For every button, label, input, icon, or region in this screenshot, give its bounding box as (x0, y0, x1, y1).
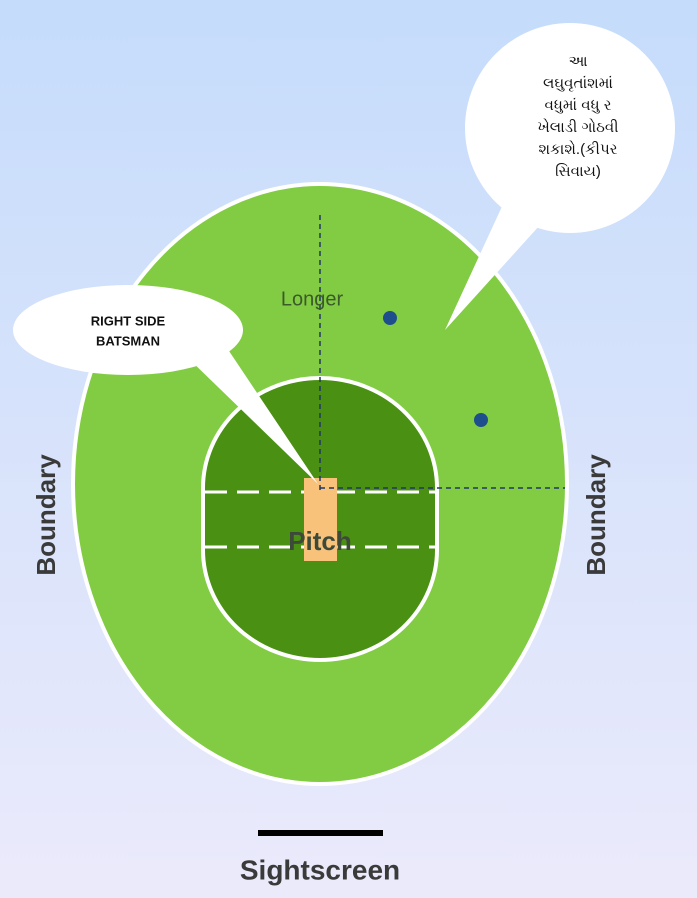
text-line: આ (568, 53, 587, 70)
pitch-label: Pitch (288, 526, 352, 556)
text-line: લઘુવૃતાંશમાં (543, 75, 613, 92)
boundary-label: Boundary (31, 454, 61, 576)
pitch-strip (304, 478, 337, 561)
bubble-tail (445, 200, 540, 330)
text-line: વધુમાં વધુ ર (544, 97, 611, 114)
batsman-text: RIGHT SIDE BATSMAN (91, 313, 166, 348)
fielder (474, 413, 488, 427)
note-text: આ લઘુવૃતાંશમાં વધુમાં વધુ ર ખેલાડી ગોઠવી શકા… (537, 53, 618, 180)
boundary-label: Boundary (581, 454, 611, 576)
fielder (383, 311, 397, 325)
longer-label: Longer (281, 288, 344, 310)
batsman-bubble (13, 285, 243, 375)
text-line: શકાશે.(કીપર (539, 140, 618, 158)
sightscreen-bar (258, 830, 383, 836)
note-bubble (465, 23, 675, 233)
bubble-tail (185, 345, 318, 484)
text-line: RIGHT SIDE (91, 313, 166, 328)
text-line: ખેલાડી ગોઠવી (537, 118, 618, 136)
text-line: સિવાય) (555, 163, 601, 180)
sightscreen-label: Sightscreen (240, 854, 400, 885)
text-line: BATSMAN (96, 333, 160, 348)
